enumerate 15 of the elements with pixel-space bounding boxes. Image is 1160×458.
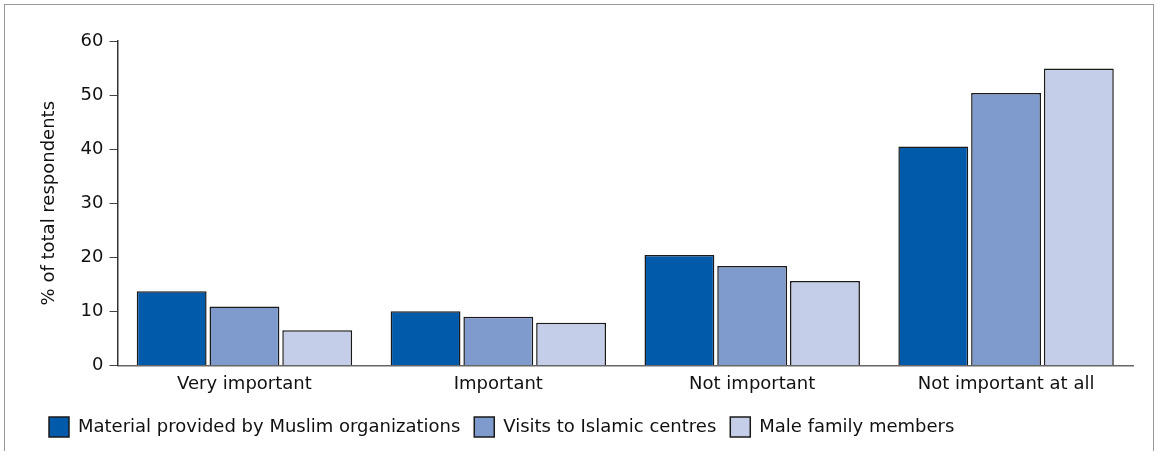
y-tick-label: 60 [80,28,104,50]
y-axis-title: % of total respondents [37,100,59,306]
x-tick-label: Very important [177,371,312,393]
legend-label: Material provided by Muslim organizations [78,414,461,436]
x-tick-label: Not important [689,371,816,393]
x-tick-label: Not important at all [917,371,1095,393]
x-tick-label: Important [453,371,543,393]
y-tick-label: 20 [80,244,104,266]
legend-label: Male family members [759,414,955,436]
y-tick-label: 10 [80,299,104,321]
y-tick-label: 40 [80,136,104,158]
legend-label: Visits to Islamic centres [503,414,717,436]
y-tick-label: 50 [80,82,104,104]
y-tick-label: 0 [92,353,104,375]
y-tick-label: 30 [80,190,104,212]
